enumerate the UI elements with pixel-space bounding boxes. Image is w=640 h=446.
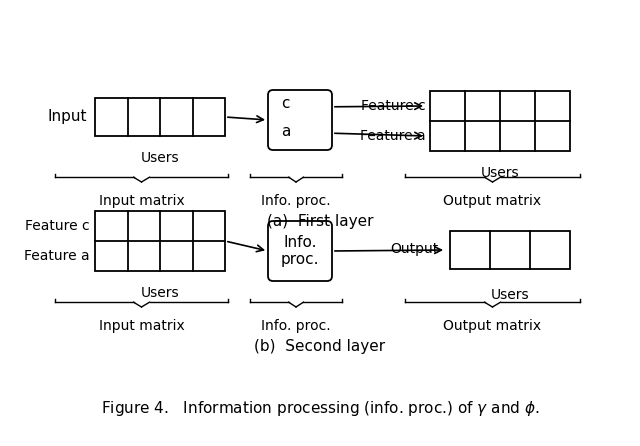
- Text: Info. proc.: Info. proc.: [261, 194, 331, 208]
- Bar: [430, 91, 570, 151]
- FancyBboxPatch shape: [268, 90, 332, 150]
- Text: Figure 4.   Information processing (info. proc.) of $\gamma$ and $\phi$.: Figure 4. Information processing (info. …: [100, 398, 540, 417]
- Text: a: a: [281, 124, 291, 139]
- Text: Info. proc.: Info. proc.: [261, 319, 331, 333]
- Text: c: c: [281, 96, 289, 112]
- Text: Info.
proc.: Info. proc.: [281, 235, 319, 267]
- Text: Feature a: Feature a: [24, 249, 90, 263]
- Bar: [95, 98, 225, 136]
- Text: Users: Users: [141, 286, 179, 300]
- Text: (a)  First layer: (a) First layer: [267, 214, 373, 229]
- Text: Output matrix: Output matrix: [444, 194, 541, 208]
- Text: Feature a: Feature a: [360, 129, 426, 143]
- Text: Feature c: Feature c: [26, 219, 90, 233]
- Text: Users: Users: [141, 151, 179, 165]
- Text: Feature c: Feature c: [362, 99, 426, 113]
- Text: Output matrix: Output matrix: [444, 319, 541, 333]
- Text: (b)  Second layer: (b) Second layer: [255, 339, 385, 354]
- Text: Users: Users: [491, 288, 529, 302]
- Text: Input matrix: Input matrix: [99, 194, 184, 208]
- Text: Input: Input: [47, 110, 87, 124]
- Text: Output: Output: [390, 242, 438, 256]
- Bar: [95, 211, 225, 271]
- Bar: [450, 231, 570, 269]
- FancyBboxPatch shape: [268, 221, 332, 281]
- Text: Users: Users: [481, 166, 519, 180]
- Text: Input matrix: Input matrix: [99, 319, 184, 333]
